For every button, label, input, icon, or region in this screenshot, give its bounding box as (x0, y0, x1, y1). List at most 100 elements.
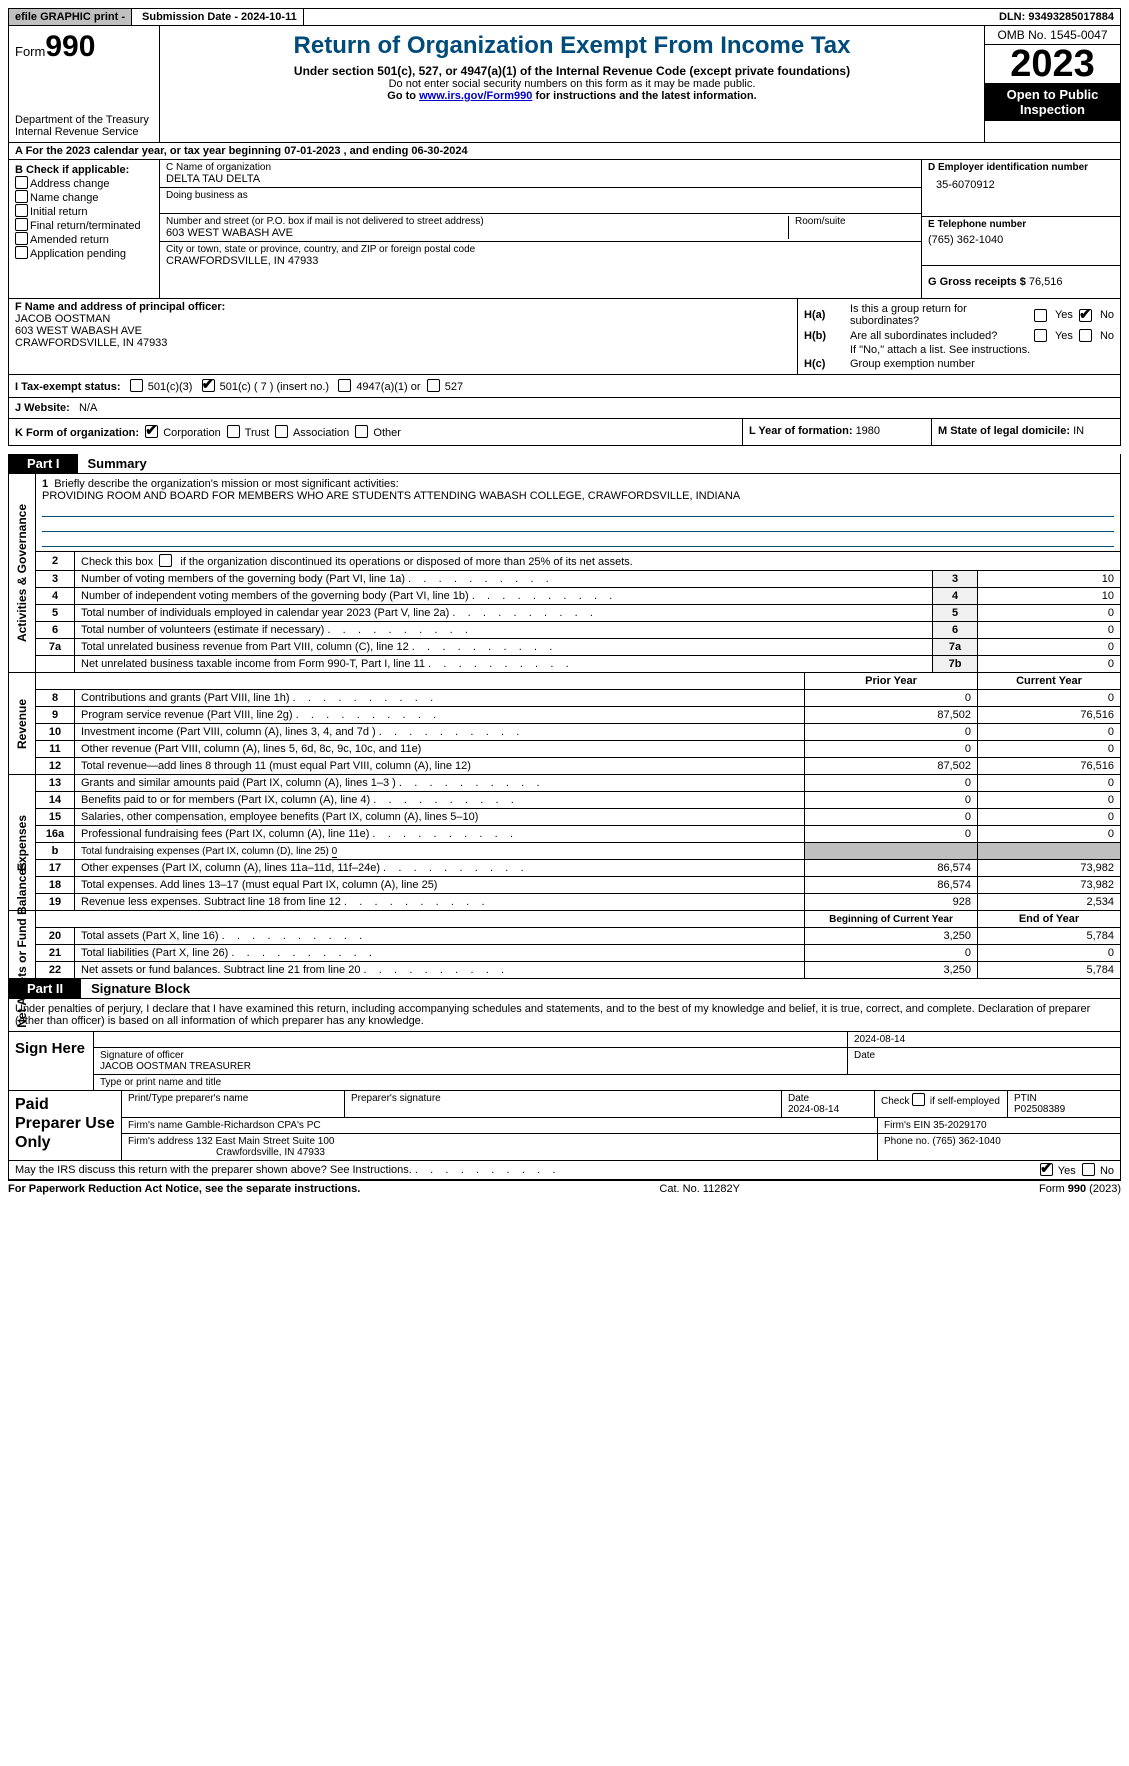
b-initial: Initial return (30, 206, 87, 218)
l16a-desc: Professional fundraising fees (Part IX, … (81, 828, 369, 840)
ha-no: No (1100, 309, 1114, 321)
l21-beg: 0 (805, 945, 978, 962)
col-c: C Name of organization DELTA TAU DELTA D… (160, 160, 921, 298)
sign-here-label: Sign Here (9, 1032, 94, 1090)
l7b-desc: Net unrelated business taxable income fr… (81, 658, 425, 670)
l9-prior: 87,502 (805, 707, 978, 724)
telephone: (765) 362-1040 (928, 230, 1114, 246)
l2-text: Check this box if the organization disco… (81, 556, 633, 568)
ck-address-change[interactable] (15, 176, 28, 189)
sig-date-label: Date (848, 1048, 1120, 1074)
section-revenue: Revenue Prior YearCurrent Year 8Contribu… (8, 673, 1121, 775)
ck-amended[interactable] (15, 232, 28, 245)
ck-initial[interactable] (15, 204, 28, 217)
ck-discontinued[interactable] (159, 554, 172, 567)
ck-4947[interactable] (338, 379, 351, 392)
hb-note: If "No," attach a list. See instructions… (804, 344, 1114, 356)
col-h: H(a) Is this a group return for subordin… (797, 299, 1120, 374)
ck-assoc[interactable] (275, 425, 288, 438)
l-label: L Year of formation: (749, 425, 856, 437)
part2-header: Part II Signature Block (8, 979, 1121, 999)
vlabel-rev-text: Revenue (15, 698, 29, 748)
section-governance: Activities & Governance 1 Briefly descri… (8, 474, 1121, 673)
efile-print-button[interactable]: efile GRAPHIC print - (9, 9, 132, 25)
org-street: 603 WEST WABASH AVE (166, 227, 788, 239)
ck-ha-yes[interactable] (1034, 309, 1047, 322)
form-word: Form (15, 44, 45, 59)
l20-beg: 3,250 (805, 928, 978, 945)
ck-final[interactable] (15, 218, 28, 231)
l5-val: 0 (978, 605, 1121, 622)
i-527: 527 (445, 381, 463, 393)
l14-curr: 0 (978, 792, 1121, 809)
row-j: J Website: N/A (8, 398, 1121, 419)
org-city: CRAWFORDSVILLE, IN 47933 (166, 255, 915, 267)
ck-name-change[interactable] (15, 190, 28, 203)
k-trust: Trust (245, 427, 270, 439)
sig-officer: JACOB OOSTMAN TREASURER (100, 1061, 841, 1072)
header-right: OMB No. 1545-0047 2023 Open to Public In… (984, 26, 1120, 142)
col-b: B Check if applicable: Address change Na… (9, 160, 160, 298)
firm-name: Gamble-Richardson CPA's PC (185, 1120, 320, 1131)
header-subtitle: Under section 501(c), 527, or 4947(a)(1)… (166, 64, 978, 78)
k-other: Other (373, 427, 401, 439)
efile-link[interactable]: efile GRAPHIC print - (15, 11, 125, 23)
ck-discuss-yes[interactable] (1040, 1163, 1053, 1176)
form-num: 990 (45, 30, 95, 63)
ck-hb-yes[interactable] (1034, 329, 1047, 342)
k-corp: Corporation (163, 427, 220, 439)
gross-receipts: 76,516 (1029, 276, 1063, 288)
l22-beg: 3,250 (805, 962, 978, 979)
expenses-table: 13Grants and similar amounts paid (Part … (36, 775, 1120, 910)
b-label: B Check if applicable: (15, 164, 153, 176)
ck-self-employed[interactable] (912, 1093, 925, 1106)
ein-label: Firm's EIN (884, 1120, 933, 1131)
l16b-val: 0 (332, 846, 338, 858)
ck-trust[interactable] (227, 425, 240, 438)
ck-501c3[interactable] (130, 379, 143, 392)
firm-addr2: Crawfordsville, IN 47933 (128, 1147, 325, 1158)
l19-curr: 2,534 (978, 894, 1121, 911)
f-label: F Name and address of principal officer: (15, 301, 791, 313)
net-hdr-beg: Beginning of Current Year (805, 911, 978, 928)
section-fh: F Name and address of principal officer:… (8, 299, 1121, 375)
i-4947: 4947(a)(1) or (356, 381, 420, 393)
l14-desc: Benefits paid to or for members (Part IX… (81, 794, 370, 806)
l18-prior: 86,574 (805, 877, 978, 894)
footer-right-a: Form (1039, 1183, 1068, 1195)
ck-ha-no[interactable] (1079, 309, 1092, 322)
ck-discuss-no[interactable] (1082, 1163, 1095, 1176)
ck-application[interactable] (15, 246, 28, 259)
ha-label: H(a) (804, 309, 844, 321)
b-amended: Amended return (30, 234, 109, 246)
i-label: I Tax-exempt status: (15, 381, 121, 393)
hb-no: No (1100, 330, 1114, 342)
netassets-table: Beginning of Current YearEnd of Year 20T… (36, 911, 1120, 978)
ck-corp[interactable] (145, 425, 158, 438)
mission-label: Briefly describe the organization's miss… (54, 478, 398, 490)
l12-curr: 76,516 (978, 758, 1121, 775)
l7a-val: 0 (978, 639, 1121, 656)
dept-label: Department of the Treasury Internal Reve… (15, 114, 153, 138)
preparer-check-text: Check if self-employed (881, 1096, 1000, 1107)
col-l: L Year of formation: 1980 (742, 419, 931, 445)
ein: 35-6070912 (928, 173, 1114, 191)
firm-addr-label: Firm's address (128, 1136, 196, 1147)
ck-527[interactable] (427, 379, 440, 392)
header-title: Return of Organization Exempt From Incom… (166, 32, 978, 60)
ck-hb-no[interactable] (1079, 329, 1092, 342)
l13-prior: 0 (805, 775, 978, 792)
k-label: K Form of organization: (15, 427, 139, 439)
l16b-desc: Total fundraising expenses (Part IX, col… (81, 846, 332, 857)
ck-other[interactable] (355, 425, 368, 438)
c-dba-label: Doing business as (166, 190, 915, 201)
irs-link[interactable]: www.irs.gov/Form990 (419, 90, 532, 102)
c-room-label: Room/suite (788, 216, 915, 239)
l10-curr: 0 (978, 724, 1121, 741)
footer: For Paperwork Reduction Act Notice, see … (8, 1180, 1121, 1195)
submission-date: Submission Date - 2024-10-11 (136, 9, 304, 25)
ck-501c[interactable] (202, 379, 215, 392)
i-501c3: 501(c)(3) (148, 381, 193, 393)
preparer-date-label: Date (788, 1093, 809, 1104)
discuss-text: May the IRS discuss this return with the… (15, 1164, 412, 1176)
